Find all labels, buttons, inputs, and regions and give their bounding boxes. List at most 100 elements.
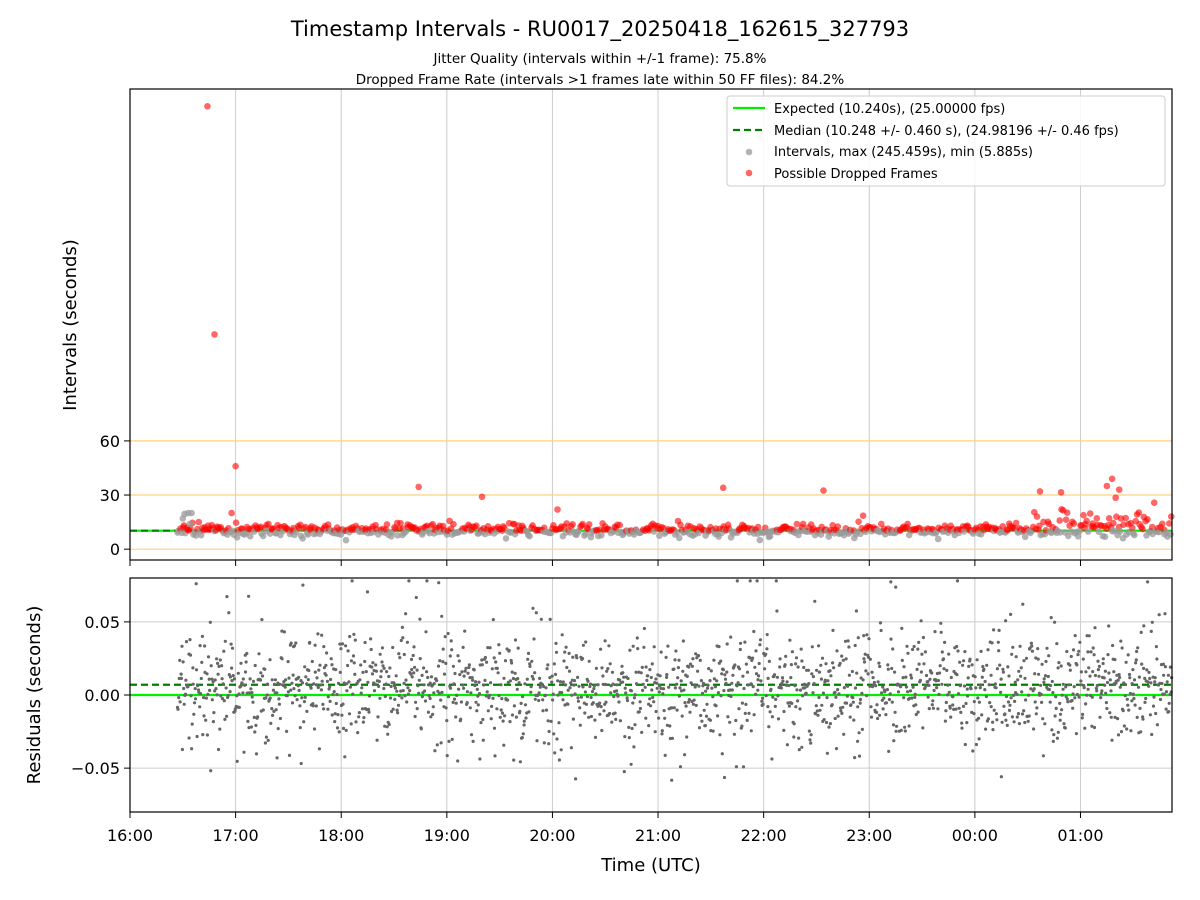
residual-point <box>486 709 490 713</box>
residual-point <box>951 695 955 699</box>
residual-point <box>345 682 349 686</box>
residual-point <box>317 747 321 751</box>
residual-point <box>789 663 794 667</box>
residual-point <box>635 636 639 640</box>
residual-point <box>563 650 567 654</box>
residual-point <box>298 726 302 730</box>
residual-point <box>320 633 324 637</box>
residual-point <box>402 652 406 657</box>
residual-point <box>314 704 318 708</box>
residual-point <box>775 675 780 679</box>
residual-point <box>945 668 949 673</box>
residual-point <box>331 693 335 697</box>
residual-point <box>1153 680 1157 684</box>
residual-point <box>461 683 465 687</box>
residual-point <box>610 720 614 724</box>
residual-point <box>940 682 944 686</box>
residual-point <box>1159 687 1163 692</box>
residual-point <box>404 678 408 682</box>
residual-point <box>1117 673 1121 677</box>
residual-point <box>266 738 270 743</box>
residual-point <box>290 701 295 705</box>
residual-point <box>261 708 265 712</box>
residual-point <box>1045 646 1049 650</box>
residual-point <box>676 676 680 680</box>
residual-point <box>1072 685 1076 689</box>
residual-point <box>877 661 881 665</box>
residual-point <box>287 676 291 680</box>
residual-point <box>874 684 878 688</box>
residual-point <box>884 701 889 705</box>
residual-point <box>900 658 904 663</box>
residual-point <box>708 718 713 722</box>
residual-point <box>498 715 502 719</box>
residual-point <box>252 715 256 720</box>
residual-point <box>962 659 966 663</box>
residual-point <box>908 689 913 693</box>
residual-point <box>1134 661 1138 665</box>
residual-point <box>857 754 862 758</box>
residual-point <box>523 682 527 686</box>
residual-point <box>351 692 355 696</box>
residual-point <box>1036 657 1040 661</box>
residual-point <box>849 703 853 707</box>
residual-point <box>365 590 370 594</box>
x-tick-label: 18:00 <box>318 826 364 845</box>
residual-point <box>241 677 245 681</box>
residual-point <box>456 759 460 763</box>
residual-point <box>377 679 381 684</box>
residual-point <box>535 739 539 743</box>
dropped-frame-point <box>1036 522 1043 530</box>
residual-point <box>815 709 819 713</box>
residual-point <box>717 645 721 649</box>
residual-point <box>493 754 497 758</box>
residual-point <box>1040 700 1044 705</box>
residual-point <box>967 664 971 669</box>
residual-point <box>540 682 544 686</box>
interval-points <box>174 103 1175 544</box>
residual-point <box>1135 715 1139 720</box>
residual-point <box>330 713 334 717</box>
residual-point <box>1122 724 1126 728</box>
residual-point <box>484 694 488 698</box>
residual-point <box>787 704 792 708</box>
residual-point <box>1142 624 1146 628</box>
residual-point <box>995 718 999 722</box>
residuals-y-tick-label: 0.00 <box>84 686 120 705</box>
residual-point <box>1066 700 1070 704</box>
residuals-x-ticks: 16:00 17:00 18:00 19:00 20:00 21:00 22:00 23:00… <box>107 812 1104 845</box>
residual-point <box>899 728 903 732</box>
residual-point <box>587 715 591 719</box>
residual-point <box>1030 644 1034 648</box>
residual-point <box>341 726 346 731</box>
residual-point <box>300 696 304 700</box>
residual-point <box>673 686 678 690</box>
residual-point <box>719 659 723 663</box>
residual-point <box>844 701 849 705</box>
residual-point <box>916 710 920 714</box>
residual-point <box>730 688 734 692</box>
residual-point <box>986 648 990 652</box>
residual-point <box>1008 703 1012 707</box>
residual-point <box>607 644 611 648</box>
residual-point <box>423 699 428 703</box>
residual-point <box>808 738 812 742</box>
residual-point <box>545 667 549 671</box>
residual-point <box>643 685 647 689</box>
residual-point <box>622 675 626 679</box>
residual-point <box>1131 692 1135 696</box>
residual-point <box>852 718 856 722</box>
interval-point <box>188 509 195 517</box>
residual-point <box>183 692 188 696</box>
residual-point <box>800 745 804 749</box>
residual-point <box>996 640 1000 644</box>
interval-point <box>186 520 194 528</box>
dropped-frame-point <box>579 520 586 528</box>
residual-point <box>927 683 931 688</box>
residual-point <box>744 662 749 666</box>
residual-point <box>689 681 693 685</box>
residual-point <box>639 671 643 675</box>
dropped-frame-point <box>859 512 867 519</box>
residual-point <box>315 676 319 680</box>
